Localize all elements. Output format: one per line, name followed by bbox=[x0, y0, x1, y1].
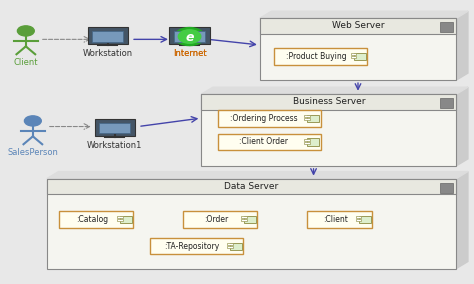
Text: e: e bbox=[185, 31, 194, 44]
FancyBboxPatch shape bbox=[218, 133, 320, 151]
FancyBboxPatch shape bbox=[351, 56, 356, 58]
FancyBboxPatch shape bbox=[47, 179, 456, 194]
FancyBboxPatch shape bbox=[304, 139, 310, 141]
FancyBboxPatch shape bbox=[440, 183, 453, 193]
FancyBboxPatch shape bbox=[218, 110, 320, 127]
Polygon shape bbox=[456, 172, 468, 269]
FancyBboxPatch shape bbox=[351, 53, 356, 55]
Text: :Catalog: :Catalog bbox=[76, 215, 109, 224]
FancyBboxPatch shape bbox=[95, 119, 135, 136]
FancyBboxPatch shape bbox=[47, 179, 456, 269]
Text: Internet: Internet bbox=[173, 49, 206, 58]
Text: Internet: Internet bbox=[173, 49, 206, 58]
FancyBboxPatch shape bbox=[274, 48, 367, 65]
Text: Web Server: Web Server bbox=[332, 22, 384, 30]
FancyBboxPatch shape bbox=[88, 27, 128, 44]
FancyBboxPatch shape bbox=[304, 115, 310, 117]
Text: :Client Order: :Client Order bbox=[239, 137, 289, 147]
FancyBboxPatch shape bbox=[174, 31, 205, 42]
FancyBboxPatch shape bbox=[260, 18, 456, 80]
Circle shape bbox=[25, 116, 41, 126]
Polygon shape bbox=[456, 87, 468, 166]
FancyBboxPatch shape bbox=[92, 31, 123, 42]
FancyBboxPatch shape bbox=[150, 238, 243, 254]
Text: Data Server: Data Server bbox=[224, 182, 279, 191]
Text: :TA-Repository: :TA-Repository bbox=[164, 242, 219, 250]
Circle shape bbox=[18, 26, 34, 36]
Text: Business Server: Business Server bbox=[292, 97, 365, 106]
Text: SalesPerson: SalesPerson bbox=[8, 148, 58, 156]
FancyBboxPatch shape bbox=[201, 94, 456, 110]
FancyBboxPatch shape bbox=[440, 22, 453, 32]
FancyBboxPatch shape bbox=[182, 211, 257, 228]
FancyBboxPatch shape bbox=[260, 18, 456, 34]
FancyBboxPatch shape bbox=[304, 142, 310, 144]
FancyBboxPatch shape bbox=[440, 99, 453, 108]
FancyBboxPatch shape bbox=[307, 211, 372, 228]
FancyBboxPatch shape bbox=[356, 216, 361, 218]
Text: :Order: :Order bbox=[204, 215, 228, 224]
FancyBboxPatch shape bbox=[241, 216, 246, 218]
FancyBboxPatch shape bbox=[356, 220, 361, 222]
Polygon shape bbox=[456, 11, 468, 80]
Circle shape bbox=[174, 28, 205, 45]
Text: Client: Client bbox=[14, 58, 38, 67]
Text: Workstation: Workstation bbox=[82, 49, 133, 58]
Text: :Product Buying: :Product Buying bbox=[285, 52, 346, 61]
FancyBboxPatch shape bbox=[201, 94, 456, 166]
FancyBboxPatch shape bbox=[117, 220, 123, 222]
FancyBboxPatch shape bbox=[227, 246, 233, 248]
FancyBboxPatch shape bbox=[304, 118, 310, 120]
FancyBboxPatch shape bbox=[227, 243, 233, 245]
FancyBboxPatch shape bbox=[241, 220, 246, 222]
FancyBboxPatch shape bbox=[308, 139, 319, 145]
FancyBboxPatch shape bbox=[117, 216, 123, 218]
FancyBboxPatch shape bbox=[59, 211, 134, 228]
FancyBboxPatch shape bbox=[308, 114, 319, 122]
Polygon shape bbox=[201, 87, 468, 94]
FancyBboxPatch shape bbox=[170, 27, 210, 44]
FancyBboxPatch shape bbox=[354, 53, 366, 60]
Polygon shape bbox=[260, 11, 468, 18]
FancyBboxPatch shape bbox=[230, 243, 242, 250]
Text: Workstation1: Workstation1 bbox=[87, 141, 142, 150]
FancyBboxPatch shape bbox=[244, 216, 256, 223]
Text: :Ordering Process: :Ordering Process bbox=[230, 114, 298, 123]
FancyBboxPatch shape bbox=[99, 123, 130, 133]
Text: :Client: :Client bbox=[324, 215, 348, 224]
FancyBboxPatch shape bbox=[359, 216, 371, 223]
Polygon shape bbox=[47, 172, 468, 179]
Circle shape bbox=[178, 30, 201, 43]
FancyBboxPatch shape bbox=[120, 216, 132, 223]
